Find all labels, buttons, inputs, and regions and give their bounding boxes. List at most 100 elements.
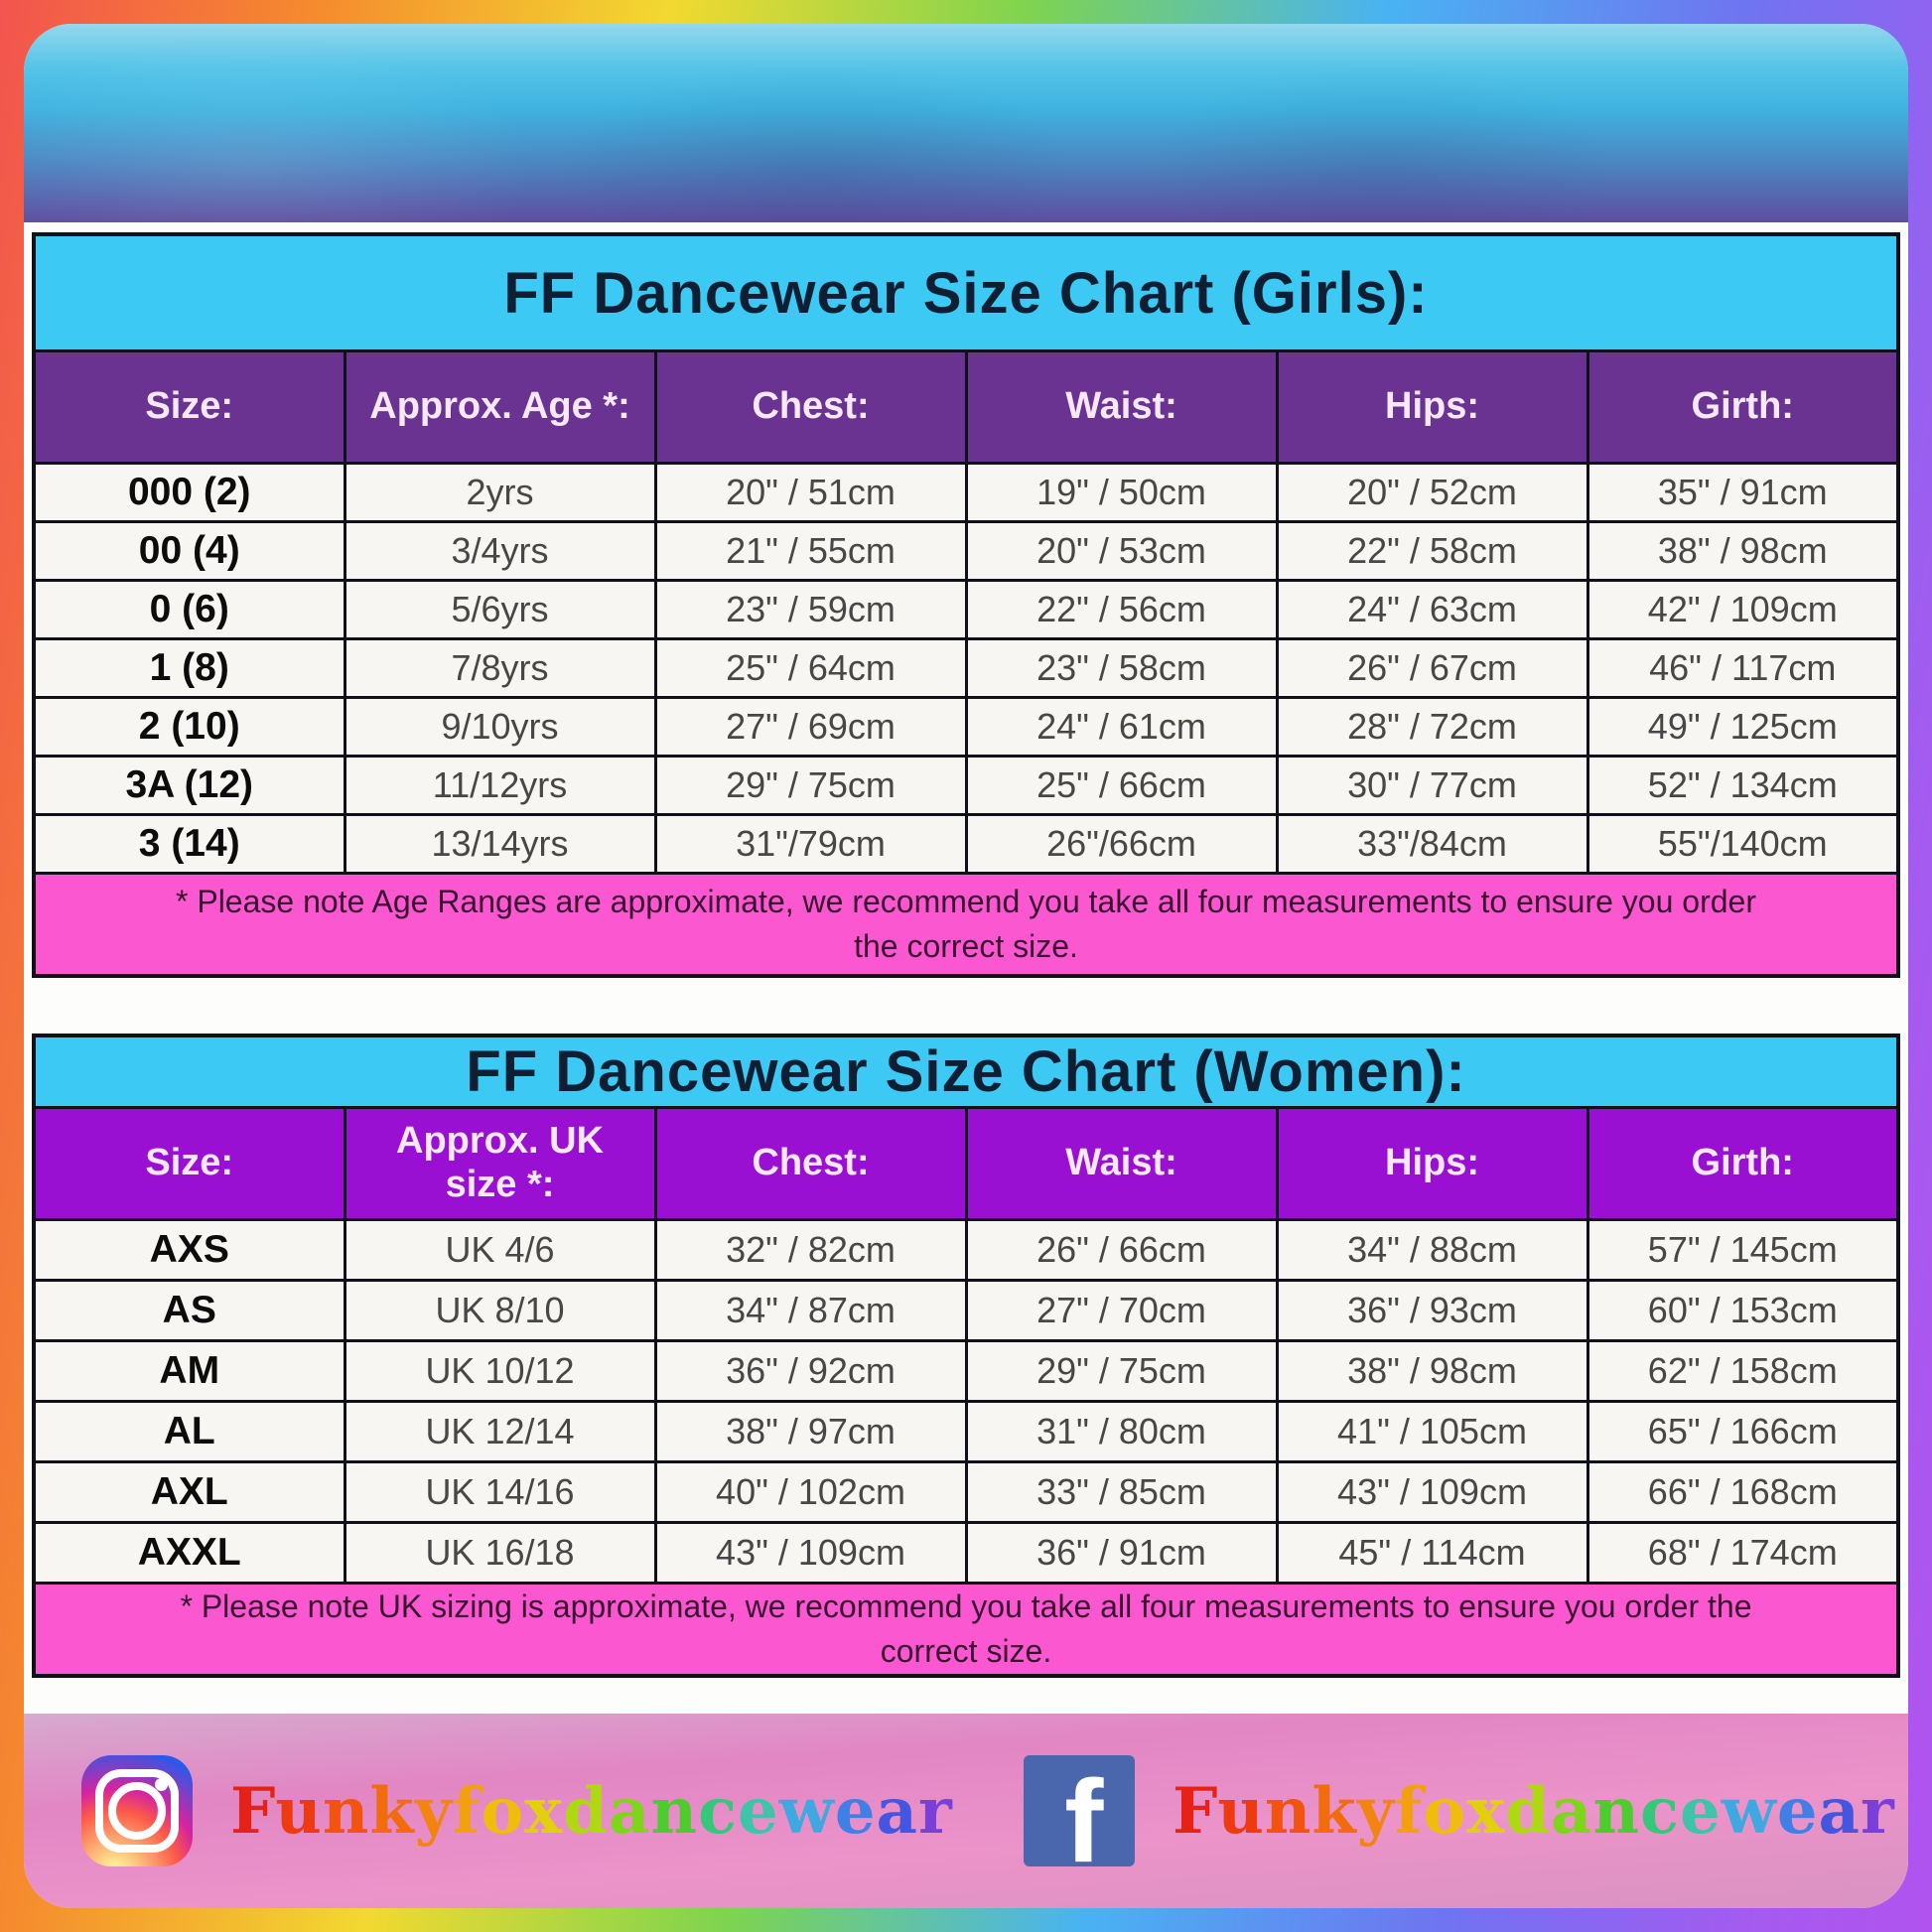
instagram-icon[interactable] [81,1755,193,1866]
measurement-cell: 45" / 114cm [1275,1521,1589,1585]
table-row: AXS UK 4/6 32" / 82cm 26" / 66cm 34" / 88cm 5… [32,1218,1900,1282]
size-cell: 00 (4) [32,520,346,582]
size-cell: 1 (8) [32,637,346,699]
size-cell: 2 (10) [32,696,346,758]
size-cell: AXXL [32,1521,346,1585]
table-row: AM UK 10/12 36" / 92cm 29" / 75cm 38" / 98cm… [32,1339,1900,1403]
measurement-cell: UK 14/16 [343,1460,657,1524]
measurement-cell: 22" / 58cm [1275,520,1589,582]
facebook-link[interactable]: f Funkyfoxdancewear [966,1755,1908,1866]
footnote-text: * Please note UK sizing is approximate, … [180,1588,1752,1669]
table-row: 2 (10) 9/10yrs 27" / 69cm 24" / 61cm 28" / 7… [32,696,1900,758]
facebook-f-letter: f [1064,1756,1104,1866]
facebook-icon[interactable]: f [1024,1755,1135,1866]
header-row: Size: Approx. Age *: Chest: Waist: Hips: Girt… [32,349,1900,465]
instagram-camera-outline [95,1769,179,1853]
social-footer: Funkyfoxdancewear f Funkyfoxdancewear [24,1714,1908,1908]
footnote: * Please note UK sizing is approximate, … [32,1581,1900,1678]
measurement-cell: 38" / 97cm [653,1400,968,1463]
table-title: FF Dancewear Size Chart (Girls): [32,232,1900,352]
table-row: 000 (2) 2yrs 20" / 51cm 19" / 50cm 20" / 52c… [32,462,1900,523]
measurement-cell: 29" / 75cm [653,755,968,816]
measurement-cell: 52" / 134cm [1586,755,1900,816]
measurement-cell: 19" / 50cm [964,462,1279,523]
table-title: FF Dancewear Size Chart (Women): [32,1034,1900,1109]
measurement-cell: 33" / 85cm [964,1460,1279,1524]
column-header: Hips: [1275,1106,1589,1221]
instagram-link[interactable]: Funkyfoxdancewear [24,1755,966,1866]
measurement-cell: 26" / 66cm [964,1218,1279,1282]
instagram-handle-text: Funkyfoxdancewear [230,1773,953,1849]
measurement-cell: 28" / 72cm [1275,696,1589,758]
measurement-cell: 22" / 56cm [964,579,1279,640]
measurement-cell: 62" / 158cm [1586,1339,1900,1403]
measurement-cell: 34" / 88cm [1275,1218,1589,1282]
women-size-chart-table: FF Dancewear Size Chart (Women): Size: App… [32,1034,1900,1678]
table-row: 00 (4) 3/4yrs 21" / 55cm 20" / 53cm 22" / 58… [32,520,1900,582]
measurement-cell: 60" / 153cm [1586,1279,1900,1342]
size-cell: AXS [32,1218,346,1282]
measurement-cell: 38" / 98cm [1275,1339,1589,1403]
table-row: AS UK 8/10 34" / 87cm 27" / 70cm 36" / 93cm 6… [32,1279,1900,1342]
measurement-cell: 31"/79cm [653,813,968,875]
measurement-cell: 68" / 174cm [1586,1521,1900,1585]
size-cell: 0 (6) [32,579,346,640]
header-row: Size: Approx. UK size *: Chest: Waist: Hips:… [32,1106,1900,1221]
size-cell: 3A (12) [32,755,346,816]
measurement-cell: 43" / 109cm [653,1521,968,1585]
column-header: Chest: [653,1106,968,1221]
measurement-cell: 3/4yrs [343,520,657,582]
measurement-cell: 49" / 125cm [1586,696,1900,758]
table-row: 3A (12) 11/12yrs 29" / 75cm 25" / 66cm 30" /… [32,755,1900,816]
footnote: * Please note Age Ranges are approximate… [32,872,1900,978]
measurement-cell: 20" / 52cm [1275,462,1589,523]
content-area: FF Dancewear Size Chart (Girls): Size: App… [24,222,1908,1714]
measurement-cell: 36" / 93cm [1275,1279,1589,1342]
measurement-cell: 46" / 117cm [1586,637,1900,699]
measurement-cell: 11/12yrs [343,755,657,816]
column-header: Waist: [964,1106,1279,1221]
table-row: 0 (6) 5/6yrs 23" / 59cm 22" / 56cm 24" / 63c… [32,579,1900,640]
measurement-cell: 30" / 77cm [1275,755,1589,816]
measurement-cell: 23" / 59cm [653,579,968,640]
measurement-cell: 27" / 70cm [964,1279,1279,1342]
table-row: AXL UK 14/16 40" / 102cm 33" / 85cm 43" / 10… [32,1460,1900,1524]
measurement-cell: 25" / 66cm [964,755,1279,816]
measurement-cell: 5/6yrs [343,579,657,640]
column-header: Approx. Age *: [343,349,657,465]
measurement-cell: 2yrs [343,462,657,523]
measurement-cell: 29" / 75cm [964,1339,1279,1403]
measurement-cell: 13/14yrs [343,813,657,875]
size-cell: 3 (14) [32,813,346,875]
measurement-cell: 66" / 168cm [1586,1460,1900,1524]
table-row: AXXL UK 16/18 43" / 109cm 36" / 91cm 45" / 1… [32,1521,1900,1585]
table-row: AL UK 12/14 38" / 97cm 31" / 80cm 41" / 105c… [32,1400,1900,1463]
table-row: 1 (8) 7/8yrs 25" / 64cm 23" / 58cm 26" / 67c… [32,637,1900,699]
measurement-cell: 65" / 166cm [1586,1400,1900,1463]
facebook-handle-text: Funkyfoxdancewear [1173,1773,1895,1849]
card: FF Dancewear Size Chart (Girls): Size: App… [24,24,1908,1908]
measurement-cell: UK 8/10 [343,1279,657,1342]
footnote-text: * Please note Age Ranges are approximate… [176,884,1756,964]
measurement-cell: 36" / 91cm [964,1521,1279,1585]
column-header: Girth: [1586,349,1900,465]
measurement-cell: 35" / 91cm [1586,462,1900,523]
measurement-cell: 9/10yrs [343,696,657,758]
measurement-cell: 40" / 102cm [653,1460,968,1524]
size-cell: AL [32,1400,346,1463]
measurement-cell: UK 4/6 [343,1218,657,1282]
size-cell: AM [32,1339,346,1403]
measurement-cell: 20" / 53cm [964,520,1279,582]
measurement-cell: UK 10/12 [343,1339,657,1403]
measurement-cell: 23" / 58cm [964,637,1279,699]
measurement-cell: 7/8yrs [343,637,657,699]
column-header: Girth: [1586,1106,1900,1221]
column-header: Size: [32,349,346,465]
size-cell: AXL [32,1460,346,1524]
measurement-cell: 27" / 69cm [653,696,968,758]
measurement-cell: 31" / 80cm [964,1400,1279,1463]
measurement-cell: UK 16/18 [343,1521,657,1585]
measurement-cell: 57" / 145cm [1586,1218,1900,1282]
measurement-cell: 32" / 82cm [653,1218,968,1282]
